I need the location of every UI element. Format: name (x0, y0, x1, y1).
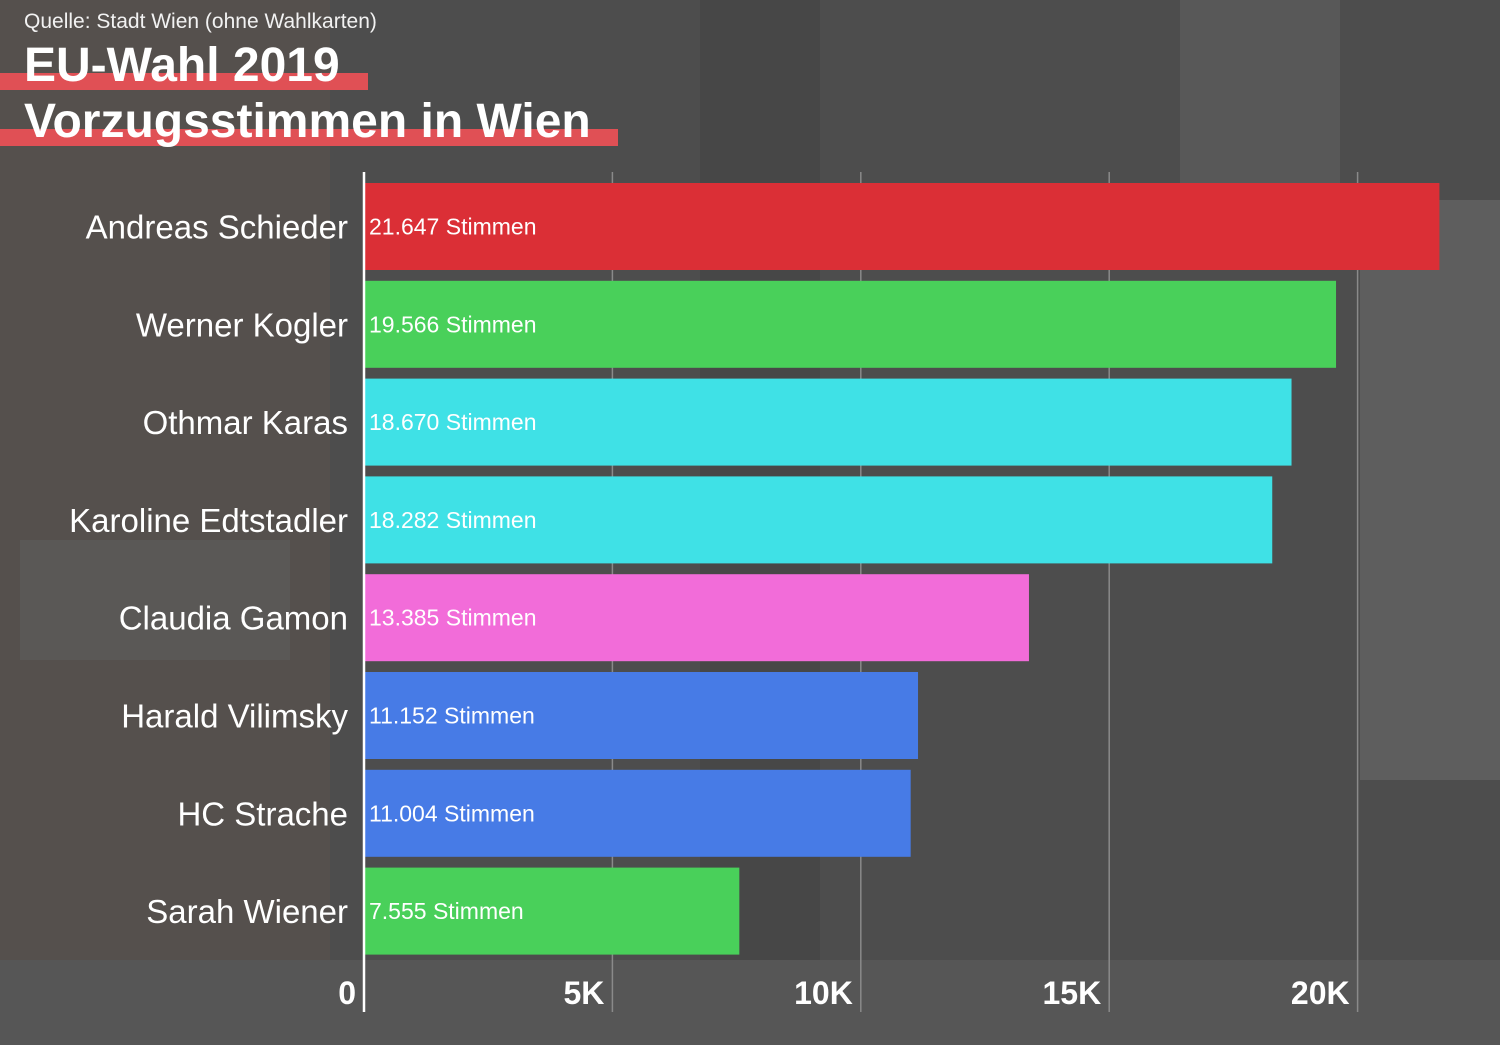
source-note: Quelle: Stadt Wien (ohne Wahlkarten) (24, 10, 377, 33)
bar (364, 867, 740, 955)
category-label: Harald Vilimsky (121, 698, 348, 735)
bar (364, 574, 1029, 662)
value-label: 18.282 Stimmen (369, 507, 536, 533)
value-label: 21.647 Stimmen (369, 214, 536, 240)
category-label: Karoline Edtstadler (69, 502, 348, 539)
title-line-1: EU-Wahl 2019 (0, 39, 368, 92)
title-underline-2 (0, 129, 618, 146)
category-label: Sarah Wiener (146, 893, 348, 930)
bar (364, 476, 1273, 564)
category-label: Andreas Schieder (86, 209, 348, 246)
value-label: 11.004 Stimmen (369, 800, 535, 826)
chart-title: EU-Wahl 2019 (24, 39, 340, 92)
bar (364, 183, 1440, 270)
category-label: Othmar Karas (143, 404, 348, 441)
x-tick-label: 20K (1291, 975, 1350, 1011)
value-label: 11.152 Stimmen (369, 703, 535, 729)
bar (364, 280, 1337, 368)
x-tick-label: 15K (1042, 975, 1101, 1011)
value-label: 13.385 Stimmen (369, 605, 536, 631)
category-label: HC Strache (177, 795, 348, 832)
x-tick-label: 0 (338, 975, 356, 1011)
bar (364, 769, 911, 857)
value-label: 7.555 Stimmen (369, 898, 524, 924)
category-label: Claudia Gamon (119, 600, 348, 637)
x-tick-label: 5K (563, 975, 604, 1011)
x-tick-label: 10K (794, 975, 853, 1011)
x-axis: 0 5K 10K 15K 20K (338, 172, 1350, 1012)
category-label: Werner Kogler (136, 306, 348, 343)
value-label: 18.670 Stimmen (369, 409, 536, 435)
bar (364, 378, 1292, 466)
bars: Andreas Schieder 21.647 Stimmen Werner Kog… (69, 183, 1440, 955)
title-line-2: Vorzugsstimmen in Wien (0, 95, 618, 148)
bar (364, 672, 919, 759)
chart-subtitle: Vorzugsstimmen in Wien (24, 95, 591, 148)
title-underline-1 (0, 73, 368, 90)
value-label: 19.566 Stimmen (369, 311, 536, 337)
